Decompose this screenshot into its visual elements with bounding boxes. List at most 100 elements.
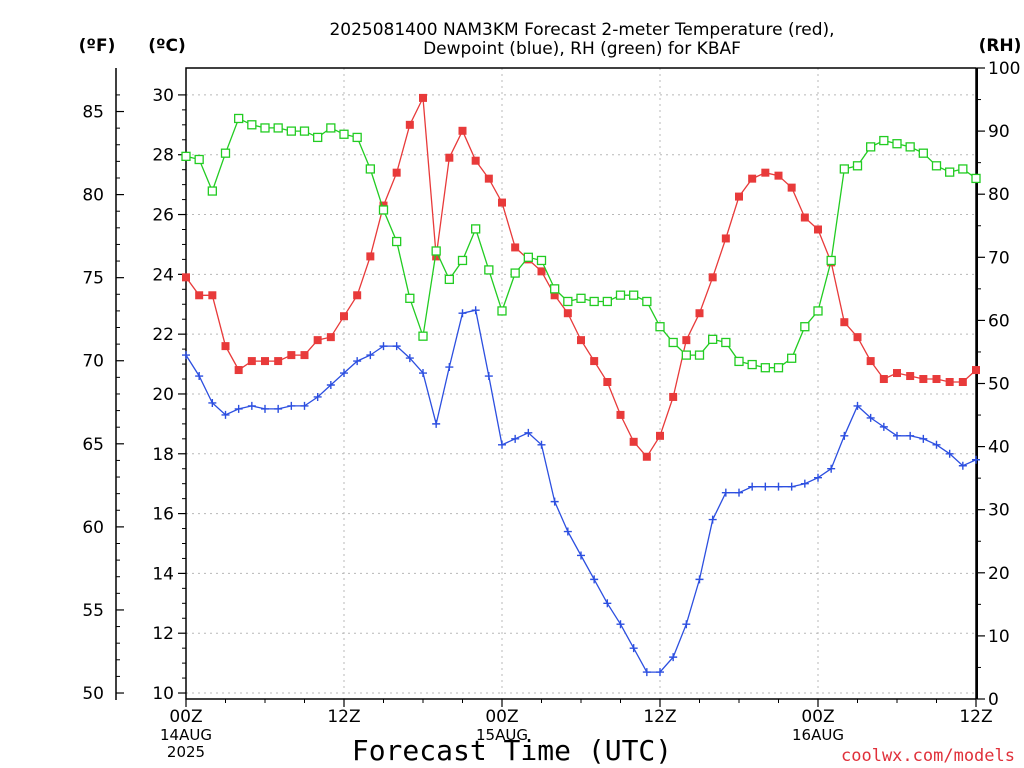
dewpoint-point xyxy=(800,479,809,488)
temperature-point xyxy=(577,336,585,345)
rh-point xyxy=(760,363,770,373)
dewpoint-point xyxy=(906,431,915,440)
fahrenheit-tick-label: 75 xyxy=(82,269,104,289)
rh-tick-label: 30 xyxy=(988,501,1010,521)
temperature-point xyxy=(300,351,309,360)
dewpoint-point xyxy=(326,380,335,389)
x-date-label: 15AUG xyxy=(476,726,528,744)
celsius-tick-label: 22 xyxy=(152,325,174,345)
rh-point xyxy=(839,164,849,174)
temperature-point xyxy=(787,183,796,192)
rh-point xyxy=(352,132,362,143)
dewpoint-point xyxy=(708,515,717,524)
dewpoint-point xyxy=(182,351,190,360)
temperature-point xyxy=(945,378,954,387)
temperature-point xyxy=(432,252,441,261)
dewpoint-point xyxy=(787,482,796,491)
dewpoint-point xyxy=(932,440,941,449)
rh-tick-label: 80 xyxy=(988,185,1010,205)
rh-unit-label: (RH) xyxy=(979,36,1022,56)
rh-point xyxy=(286,126,296,136)
dewpoint-point xyxy=(656,668,664,677)
rh-point xyxy=(260,123,270,133)
dewpoint-point xyxy=(471,306,480,315)
rh-point xyxy=(629,290,639,300)
rh-point xyxy=(813,306,823,316)
rh-point xyxy=(800,322,810,332)
dewpoint-point xyxy=(221,410,230,419)
fahrenheit-tick-label: 85 xyxy=(82,103,104,123)
rh-tick-label: 40 xyxy=(988,438,1010,458)
temperature-point xyxy=(814,225,822,234)
dewpoint-point xyxy=(748,482,757,491)
x-date-label: 14AUG xyxy=(160,726,212,744)
temperature-point xyxy=(471,156,480,165)
temperature-point xyxy=(800,213,809,222)
temperature-point xyxy=(590,357,599,366)
rh-tick-label: 10 xyxy=(988,627,1010,647)
temperature-point xyxy=(603,378,612,387)
rh-point xyxy=(681,350,691,360)
dewpoint-point xyxy=(340,369,348,378)
dewpoint-point xyxy=(366,351,375,360)
rh-point xyxy=(497,306,507,316)
temperature-point xyxy=(287,351,296,360)
rh-point xyxy=(418,331,428,341)
rh-point xyxy=(918,148,928,158)
rh-tick-label: 60 xyxy=(988,311,1010,331)
celsius-tick-label: 14 xyxy=(152,564,174,584)
temperature-point xyxy=(208,291,217,300)
celsius-tick-label: 26 xyxy=(152,206,174,226)
rh-point xyxy=(207,186,217,196)
temperature-point xyxy=(366,252,375,261)
rh-point xyxy=(971,173,981,184)
temperature-point xyxy=(274,357,283,366)
temperature-point xyxy=(932,375,941,384)
temperature-point xyxy=(642,452,651,461)
rh-point xyxy=(787,353,797,363)
rh-point xyxy=(958,164,968,174)
rh-point xyxy=(444,274,454,285)
temperature-point xyxy=(853,333,862,342)
dewpoint-point xyxy=(629,644,638,653)
temperature-point xyxy=(313,336,322,345)
rh-point xyxy=(892,139,902,149)
temperature-point xyxy=(340,312,348,321)
temperature-point xyxy=(221,342,230,351)
temperature-point xyxy=(735,192,743,201)
dewpoint-point xyxy=(642,668,651,677)
dewpoint-point xyxy=(669,653,678,662)
rh-point xyxy=(852,161,863,171)
rh-point xyxy=(905,142,915,152)
dewpoint-point xyxy=(866,413,875,422)
dewpoint-point xyxy=(827,464,836,473)
celsius-tick-label: 28 xyxy=(152,146,174,166)
temperature-point xyxy=(445,153,454,162)
dewpoint-point xyxy=(234,404,243,413)
fahrenheit-unit-label: (ºF) xyxy=(79,36,116,56)
rh-point xyxy=(708,334,718,344)
dewpoint-point xyxy=(511,434,520,443)
dewpoint-point xyxy=(577,551,585,560)
x-axis-title: Forecast Time (UTC) xyxy=(352,734,672,767)
temperature-point xyxy=(261,357,269,366)
dewpoint-point xyxy=(735,488,743,497)
temperature-point xyxy=(326,333,335,342)
rh-point xyxy=(405,293,415,303)
temperature-point xyxy=(484,174,493,183)
rh-point xyxy=(326,123,336,133)
dewpoint-point xyxy=(458,309,467,318)
celsius-tick-label: 24 xyxy=(152,265,174,285)
rh-point xyxy=(550,284,560,294)
dewpoint-point xyxy=(853,401,862,410)
temperature-point xyxy=(353,291,362,300)
rh-tick-label: 70 xyxy=(988,248,1010,268)
dewpoint-point xyxy=(840,431,849,440)
x-year-label: 2025 xyxy=(167,743,205,761)
dewpoint-point xyxy=(405,354,414,363)
temperature-point xyxy=(840,318,849,327)
rh-point xyxy=(431,246,441,256)
rh-point xyxy=(220,148,231,158)
rh-point xyxy=(945,167,955,177)
